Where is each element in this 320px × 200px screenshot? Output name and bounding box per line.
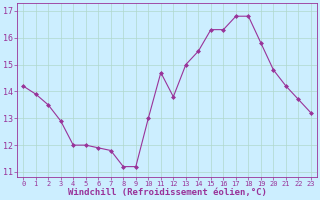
X-axis label: Windchill (Refroidissement éolien,°C): Windchill (Refroidissement éolien,°C) — [68, 188, 267, 197]
